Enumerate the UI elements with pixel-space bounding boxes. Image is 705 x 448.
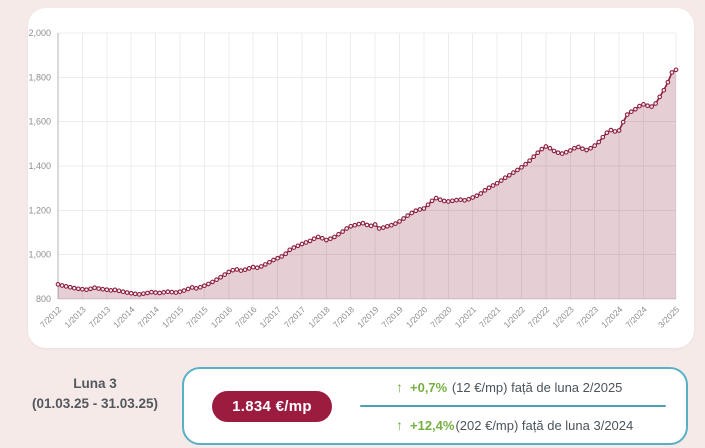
svg-text:1,200: 1,200 [28, 205, 51, 215]
price-chart-card: 800 1,000 1,200 1,400 1,600 1,800 2,000 7/2012 1… [28, 8, 694, 348]
period-month-label: Luna 3 [73, 376, 117, 391]
svg-text:1/2016: 1/2016 [209, 304, 235, 330]
percent-change-yearly: +12,4% [410, 417, 455, 433]
svg-text:1,400: 1,400 [28, 161, 51, 171]
price-area-fill [58, 69, 676, 299]
data-point-markers [55, 67, 679, 297]
y-axis-labels: 800 1,000 1,200 1,400 1,600 1,800 2,000 [28, 28, 51, 304]
stats-column: ↑ +0,7% (12 €/mp) față de luna 2/2025 ↑ … [360, 369, 686, 443]
svg-text:1/2019: 1/2019 [355, 304, 381, 330]
svg-text:7/2018: 7/2018 [331, 304, 357, 330]
svg-text:7/2019: 7/2019 [379, 304, 405, 330]
svg-text:7/2012: 7/2012 [38, 304, 64, 330]
svg-text:800: 800 [36, 294, 51, 304]
stats-divider [360, 405, 666, 407]
svg-text:7/2015: 7/2015 [184, 304, 210, 330]
svg-text:1,800: 1,800 [28, 72, 51, 82]
svg-text:1/2024: 1/2024 [599, 304, 625, 330]
stat-row-vs-previous-year: ↑ +12,4% (202 €/mp) față de luna 3/2024 [360, 407, 666, 443]
svg-text:1,600: 1,600 [28, 117, 51, 127]
svg-text:1/2022: 1/2022 [501, 304, 527, 330]
period-label: Luna 3 (01.03.25 - 31.03.25) [22, 376, 168, 411]
svg-text:7/2014: 7/2014 [136, 304, 162, 330]
change-detail-monthly: (12 €/mp) față de luna 2/2025 [448, 379, 623, 395]
current-price-badge: 1.834 €/mp [212, 390, 332, 422]
svg-text:1/2023: 1/2023 [550, 304, 576, 330]
x-axis-labels: 7/20121/20137/20131/20147/20141/20157/20… [38, 304, 682, 330]
svg-text:7/2023: 7/2023 [575, 304, 601, 330]
svg-text:7/2022: 7/2022 [526, 304, 552, 330]
change-detail-yearly: (202 €/mp) față de luna 3/2024 [455, 417, 634, 433]
price-badge-container: 1.834 €/mp [184, 369, 360, 443]
up-arrow-icon: ↑ [396, 417, 403, 433]
svg-text:1/2013: 1/2013 [62, 304, 88, 330]
svg-text:1/2015: 1/2015 [160, 304, 186, 330]
svg-text:7/2020: 7/2020 [428, 304, 454, 330]
stat-row-vs-previous-month: ↑ +0,7% (12 €/mp) față de luna 2/2025 [360, 369, 666, 405]
svg-text:1,000: 1,000 [28, 250, 51, 260]
svg-text:2,000: 2,000 [28, 28, 51, 38]
svg-text:1/2018: 1/2018 [306, 304, 332, 330]
period-range-label: (01.03.25 - 31.03.25) [31, 396, 159, 411]
svg-text:7/2016: 7/2016 [233, 304, 259, 330]
svg-text:7/2024: 7/2024 [623, 304, 649, 330]
svg-text:1/2020: 1/2020 [404, 304, 430, 330]
svg-text:7/2013: 7/2013 [87, 304, 113, 330]
svg-text:1/2017: 1/2017 [258, 304, 284, 330]
svg-text:7/2021: 7/2021 [477, 304, 503, 330]
svg-text:7/2017: 7/2017 [282, 304, 308, 330]
stats-box: 1.834 €/mp ↑ +0,7% (12 €/mp) față de lun… [182, 367, 688, 445]
gridlines [57, 32, 677, 300]
up-arrow-icon: ↑ [396, 379, 403, 395]
percent-change-monthly: +0,7% [410, 379, 448, 395]
svg-text:1/2014: 1/2014 [111, 304, 137, 330]
svg-text:1/2021: 1/2021 [453, 304, 479, 330]
price-history-chart[interactable]: 8001,0001,2001,4001,6001,8002,0007/20121… [28, 8, 694, 348]
svg-text:3/2025: 3/2025 [656, 304, 682, 330]
